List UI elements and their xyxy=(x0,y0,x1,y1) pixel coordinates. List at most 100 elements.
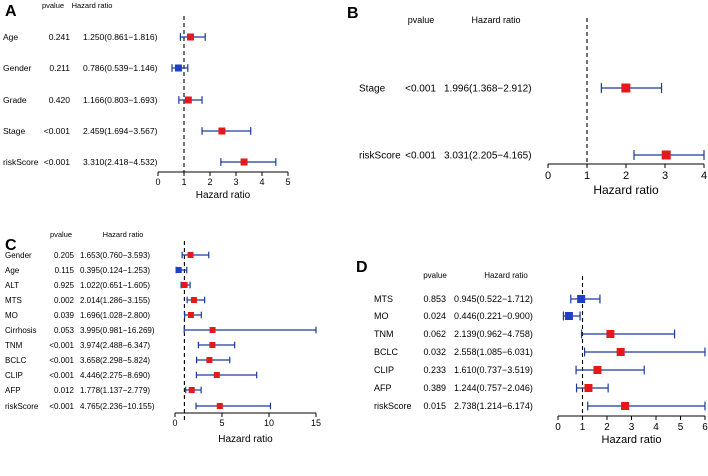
hr-marker xyxy=(187,252,194,258)
forest-row: Age 0.241 1.250(0.861−1.816) xyxy=(3,32,206,42)
row-label: Gender xyxy=(5,251,32,260)
hr-marker xyxy=(606,330,615,338)
row-label: Stage xyxy=(3,126,25,136)
panel-letter: D xyxy=(356,259,368,276)
x-axis-label: Hazard ratio xyxy=(602,434,662,446)
hr-marker xyxy=(188,387,195,393)
x-tick-label: 4 xyxy=(259,177,264,187)
forest-row: TNM <0.001 3.974(2.488−6.347) xyxy=(5,341,236,350)
forest-row: TNM 0.062 2.139(0.962−4.758) xyxy=(374,329,676,339)
hr-marker xyxy=(190,297,197,303)
row-label: Age xyxy=(3,32,18,42)
x-tick-label: 0 xyxy=(172,418,177,428)
forest-row: riskScore <0.001 4.765(2.236−10.155) xyxy=(5,402,272,411)
row-label: BCLC xyxy=(374,347,399,357)
pvalue-header: pvalue xyxy=(408,15,435,25)
row-pvalue: 0.039 xyxy=(54,311,75,320)
x-tick-label: 2 xyxy=(604,422,610,433)
row-label: riskScore xyxy=(5,402,39,411)
forest-row: AFP 0.012 1.778(1.137−2.779) xyxy=(5,386,202,395)
row-hr-text: 0.446(0.221−0.900) xyxy=(454,311,533,321)
x-tick-label: 0 xyxy=(545,170,551,182)
hr-marker xyxy=(616,348,625,356)
row-pvalue: <0.001 xyxy=(405,151,436,162)
row-hr-text: 0.786(0.539−1.146) xyxy=(83,63,158,73)
row-hr-text: 1.244(0.757−2.046) xyxy=(454,383,533,393)
x-tick-label: 1 xyxy=(584,170,590,182)
row-hr-text: 2.139(0.962−4.758) xyxy=(454,329,533,339)
row-label: Grade xyxy=(3,95,27,105)
panel-letter: C xyxy=(5,237,17,254)
pvalue-header: pvalue xyxy=(423,271,447,280)
hr-marker xyxy=(206,357,213,363)
pvalue-header: pvalue xyxy=(42,1,64,10)
x-tick-label: 0 xyxy=(155,177,160,187)
row-hr-text: 2.459(1.694−3.567) xyxy=(83,126,158,136)
x-axis-label: Hazard ratio xyxy=(196,190,251,201)
row-hr-text: 1.610(0.737−3.519) xyxy=(454,365,533,375)
forest-row: CLIP 0.233 1.610(0.737−3.519) xyxy=(374,365,645,375)
row-hr-text: 4.446(2.275−8.690) xyxy=(80,371,150,380)
row-hr-text: 1.250(0.861−1.816) xyxy=(83,32,158,42)
hr-marker xyxy=(175,267,182,273)
forest-row: ALT 0.925 1.022(0.651−1.605) xyxy=(5,281,191,290)
x-tick-label: 3 xyxy=(233,177,238,187)
hr-marker xyxy=(564,312,573,320)
row-hr-text: 3.995(0.981−16.269) xyxy=(80,326,155,335)
forest-row: Gender 0.211 0.786(0.539−1.146) xyxy=(3,63,189,73)
row-hr-text: 3.658(2.298−5.824) xyxy=(80,356,150,365)
row-label: ALT xyxy=(5,281,19,290)
hr-marker xyxy=(621,83,631,93)
row-pvalue: 0.002 xyxy=(54,296,75,305)
row-label: riskScore xyxy=(3,157,39,167)
x-tick-label: 5 xyxy=(285,177,290,187)
row-hr-text: 2.558(1.085−6.031) xyxy=(454,347,533,357)
forest-row: riskScore <0.001 3.310(2.418−4.532) xyxy=(3,157,277,167)
forest-row: riskScore 0.015 2.738(1.214−6.174) xyxy=(374,401,706,411)
row-pvalue: 0.211 xyxy=(49,63,70,73)
hr-marker xyxy=(209,327,216,333)
row-hr-text: 1.696(1.028−2.800) xyxy=(80,311,150,320)
hr-marker xyxy=(187,312,194,318)
forest-row: BCLC 0.032 2.558(1.085−6.031) xyxy=(374,347,706,357)
row-label: MO xyxy=(374,311,389,321)
row-label: MTS xyxy=(5,296,22,305)
hr-marker xyxy=(240,158,248,166)
row-pvalue: 0.925 xyxy=(54,281,75,290)
row-pvalue: 0.053 xyxy=(54,326,75,335)
row-hr-text: 1.996(1.368−2.912) xyxy=(444,84,532,95)
row-label: AFP xyxy=(5,386,21,395)
hazard-ratio-header: Hazard ratio xyxy=(103,230,144,239)
hr-marker xyxy=(584,384,593,392)
hr-marker xyxy=(213,372,220,378)
forest-row: MTS 0.002 2.014(1.286−3.155) xyxy=(5,296,206,305)
x-tick-label: 2 xyxy=(623,170,629,182)
row-hr-text: 3.031(2.205−4.165) xyxy=(444,151,532,162)
x-tick-label: 5 xyxy=(678,422,684,433)
forest-row: Stage <0.001 2.459(1.694−3.567) xyxy=(3,126,252,136)
row-pvalue: <0.001 xyxy=(49,402,74,411)
x-tick-label: 3 xyxy=(629,422,635,433)
x-tick-label: 6 xyxy=(702,422,708,433)
row-hr-text: 2.014(1.286−3.155) xyxy=(80,296,150,305)
row-label: BCLC xyxy=(5,356,27,365)
forest-row: CLIP <0.001 4.446(2.275−8.690) xyxy=(5,371,258,380)
forest-row: AFP 0.389 1.244(0.757−2.046) xyxy=(374,383,609,393)
row-pvalue: <0.001 xyxy=(49,371,74,380)
row-pvalue: 0.233 xyxy=(423,365,446,375)
hr-marker xyxy=(187,33,194,41)
hr-marker xyxy=(661,150,671,160)
x-tick-label: 0 xyxy=(555,422,561,433)
row-pvalue: 0.205 xyxy=(54,251,75,260)
row-pvalue: 0.115 xyxy=(55,266,75,275)
forest-row: Stage <0.001 1.996(1.368−2.912) xyxy=(359,83,663,95)
row-label: MTS xyxy=(374,294,393,304)
hr-marker xyxy=(174,64,182,72)
row-label: MO xyxy=(5,311,18,320)
row-label: CLIP xyxy=(5,371,23,380)
row-pvalue: 0.389 xyxy=(423,383,446,393)
hazard-ratio-header: Hazard ratio xyxy=(484,271,528,280)
